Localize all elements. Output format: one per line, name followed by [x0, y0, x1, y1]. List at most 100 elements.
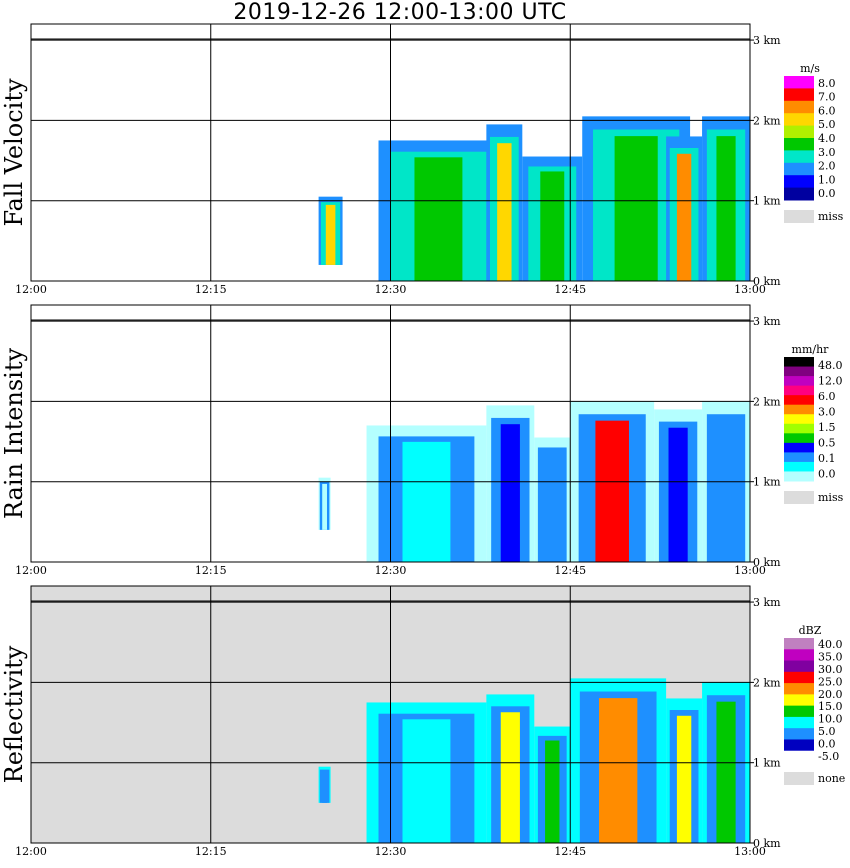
echo-cell	[500, 712, 520, 843]
echo-cell	[500, 424, 520, 562]
x-tick-label: 12:30	[375, 564, 407, 577]
colorbar-swatch	[784, 395, 814, 406]
y-tick-label: 3 km	[753, 34, 781, 47]
y-tick-label: 0 km	[753, 837, 781, 850]
y-tick-label: 2 km	[753, 395, 781, 408]
echo-cell	[497, 143, 512, 281]
legend-label: 6.0	[818, 104, 836, 117]
legend-label: 40.0	[818, 638, 843, 651]
x-tick-label: 12:45	[554, 564, 586, 577]
colorbar-swatch	[784, 162, 814, 176]
echo-cell	[595, 420, 629, 562]
echo-cell	[322, 483, 327, 530]
echo-cell	[614, 136, 658, 281]
colorbar-swatch	[784, 175, 814, 189]
x-tick-label: 12:45	[554, 283, 586, 296]
colorbar-swatch	[784, 187, 814, 201]
x-tick-label: 12:30	[375, 283, 407, 296]
y-axis-label: Reflectivity	[0, 645, 28, 783]
colorbar-swatch	[784, 366, 814, 377]
echo-cell	[325, 204, 336, 265]
legend-unit: dBZ	[799, 624, 822, 637]
x-tick-label: 13:00	[734, 564, 766, 577]
y-tick-label: 3 km	[753, 315, 781, 328]
plot-frame	[30, 23, 751, 282]
colorbar-swatch	[784, 88, 814, 102]
colorbar-swatch	[784, 414, 814, 425]
legend-label: 3.0	[818, 405, 836, 418]
colorbar-swatch	[784, 660, 814, 673]
colorbar-swatch	[784, 433, 814, 444]
legend-label: 0.1	[818, 452, 836, 465]
missing-swatch	[784, 491, 814, 504]
missing-swatch	[784, 772, 814, 785]
legend-label: 0.5	[818, 436, 836, 449]
colorbar-swatch	[784, 728, 814, 740]
legend-label: 20.0	[818, 688, 843, 701]
panel-reflectivity: 12:00 12:15 12:30 12:45 13:000 km 1 km 2 km 3 k…	[0, 585, 845, 858]
colorbar-swatch	[784, 76, 814, 89]
echo-cell	[414, 157, 463, 281]
colorbar-swatch	[784, 471, 814, 482]
y-tick-label: 0 km	[753, 556, 781, 569]
y-tick-label: 0 km	[753, 275, 781, 288]
echo-cell	[599, 698, 638, 843]
colorbar-swatch	[784, 638, 814, 650]
legend-label: 12.0	[818, 374, 843, 387]
echo-cell	[676, 153, 692, 281]
echo-cell	[545, 452, 560, 562]
x-tick-label: 13:00	[734, 845, 766, 858]
y-axis-label: Rain Intensity	[0, 348, 28, 520]
colorbar-legend: dBZ40.035.030.025.020.015.010.05.00.0-5.…	[784, 624, 845, 785]
legend-label: 5.0	[818, 118, 836, 131]
x-tick-label: 12:00	[15, 845, 47, 858]
echo-cell	[676, 715, 692, 843]
legend-label: 0.0	[818, 187, 836, 200]
legend-unit: mm/hr	[792, 343, 830, 356]
x-tick-label: 12:00	[15, 283, 47, 296]
legend-label: 10.0	[818, 713, 843, 726]
echo-cell	[402, 719, 451, 843]
legend-label: 15.0	[818, 700, 843, 713]
colorbar-swatch	[784, 423, 814, 434]
y-tick-label: 1 km	[753, 195, 781, 208]
x-tick-label: 12:30	[375, 845, 407, 858]
colorbar-swatch	[784, 385, 814, 396]
colorbar-swatch	[784, 150, 814, 164]
colorbar-swatch	[784, 705, 814, 718]
legend-label: 1.5	[818, 421, 836, 434]
y-tick-label: 1 km	[753, 476, 781, 489]
x-tick-label: 12:15	[195, 845, 227, 858]
echo-cell	[540, 171, 565, 281]
echo-cell	[545, 740, 560, 843]
legend-label: 48.0	[818, 359, 843, 372]
panel-rain-intensity: 12:00 12:15 12:30 12:45 13:000 km 1 km 2 km 3 k…	[0, 304, 844, 577]
legend-label: 35.0	[818, 651, 843, 664]
colorbar-swatch	[784, 716, 814, 729]
colorbar-swatch	[784, 357, 814, 368]
legend-label: 6.0	[818, 390, 836, 403]
colorbar-swatch	[784, 694, 814, 707]
colorbar-swatch	[784, 113, 814, 127]
legend-label: 30.0	[818, 663, 843, 676]
legend-label: 7.0	[818, 91, 836, 104]
x-tick-label: 13:00	[734, 283, 766, 296]
colorbar-swatch	[784, 452, 814, 463]
x-tick-label: 12:15	[195, 283, 227, 296]
colorbar-legend: m/s 8.07.06.05.04.03.02.01.00.0 miss	[784, 62, 844, 223]
echo-cell	[668, 427, 688, 562]
colorbar-swatch	[784, 376, 814, 387]
colorbar-swatch	[784, 683, 814, 695]
colorbar-swatch	[784, 739, 814, 752]
y-axis-label: Fall Velocity	[0, 78, 28, 227]
x-tick-label: 12:15	[195, 564, 227, 577]
colorbar-swatch	[784, 125, 814, 139]
plot-frame	[30, 585, 751, 844]
legend-label: 4.0	[818, 132, 836, 145]
legend-label: 25.0	[818, 675, 843, 688]
legend-missing-label: miss	[818, 491, 844, 504]
y-tick-label: 3 km	[753, 596, 781, 609]
colorbar-swatch	[784, 404, 814, 415]
missing-swatch	[784, 210, 814, 223]
chart-title: 2019-12-26 12:00-13:00 UTC	[233, 0, 567, 25]
